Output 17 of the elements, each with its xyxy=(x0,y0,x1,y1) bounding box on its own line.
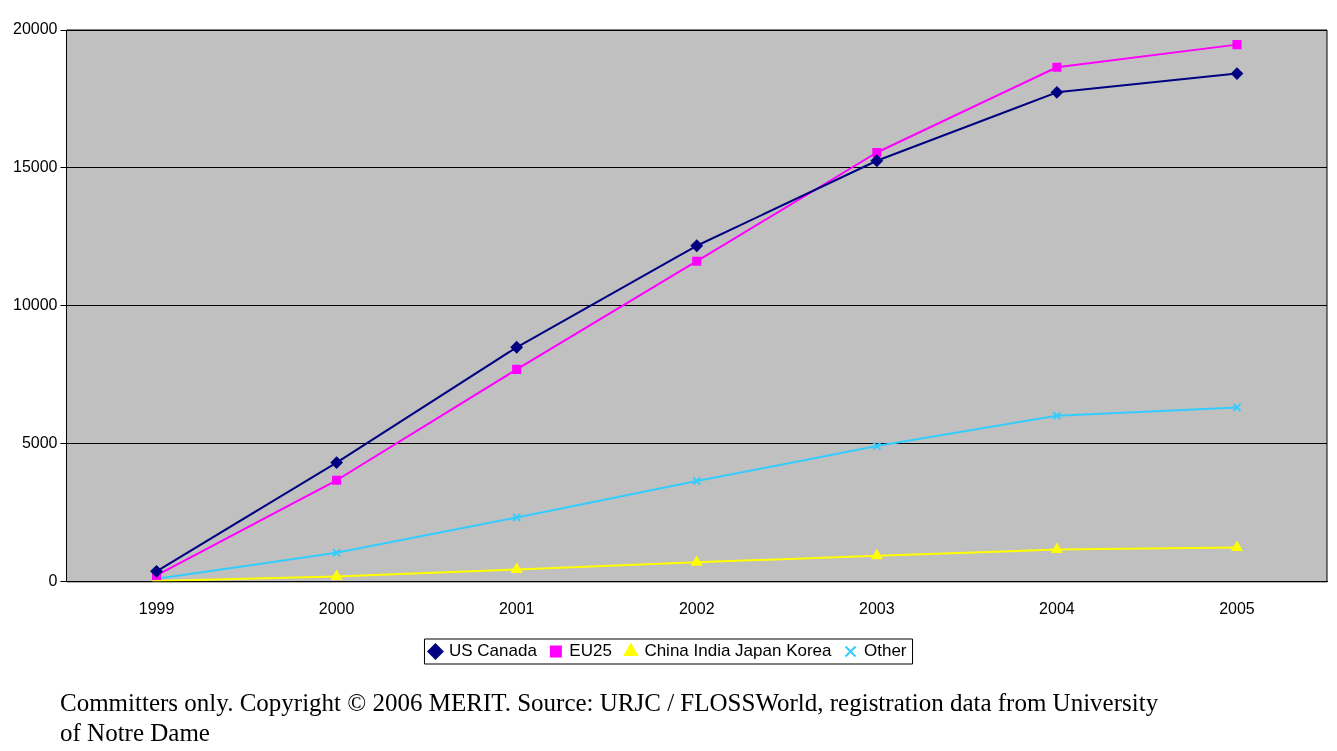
x-tick-label: 2000 xyxy=(318,599,355,617)
x-tick-label: 2001 xyxy=(498,599,535,617)
text: Committers only. Copyright © 2006 MERIT. Source: URJC / FLOSSWorld, registration data from University of Notre Dame xyxy=(60,688,1160,748)
x-tick-label: 2004 xyxy=(1039,599,1075,617)
y-tick-label: 0 xyxy=(48,572,58,590)
x-tick-label: 2002 xyxy=(678,599,715,617)
legend-label: EU25 xyxy=(569,641,612,661)
x-tick-label: 1999 xyxy=(138,599,175,617)
legend-label: US Canada xyxy=(448,641,538,661)
y-tick-label: 15000 xyxy=(12,158,58,176)
x-tick-label: 2005 xyxy=(1219,599,1255,617)
x-tick-label: 2003 xyxy=(859,599,895,617)
y-tick-label: 5000 xyxy=(21,434,58,452)
legend-label: China India Japan Korea xyxy=(644,641,833,661)
y-tick-label: 20000 xyxy=(12,20,58,38)
legend-label: Other xyxy=(864,641,907,661)
y-tick-label: 10000 xyxy=(12,296,58,314)
